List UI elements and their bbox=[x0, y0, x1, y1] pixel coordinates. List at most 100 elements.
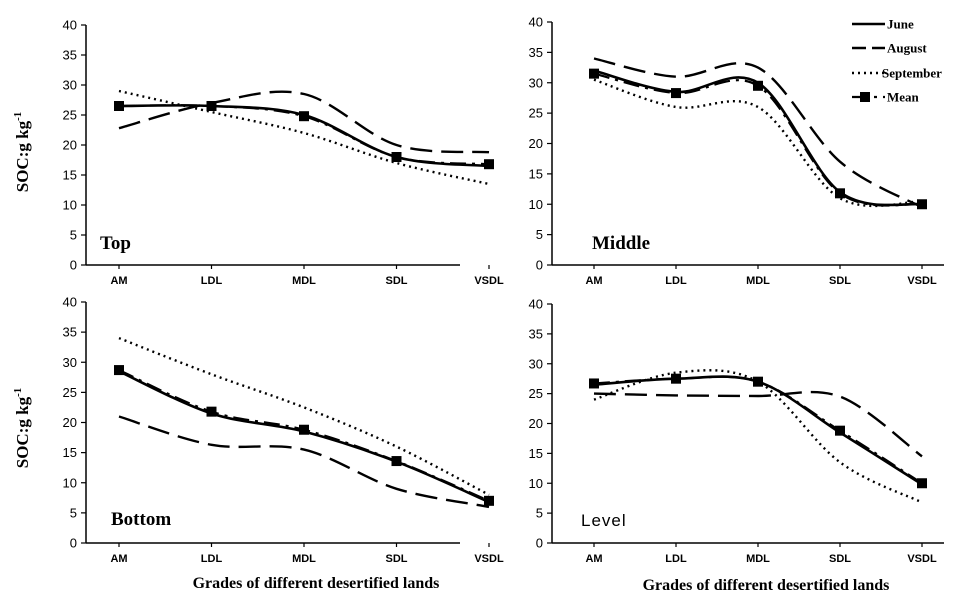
legend-item-mean: Mean bbox=[852, 90, 920, 105]
data-point-mean bbox=[299, 111, 309, 122]
y-tick-label: 0 bbox=[70, 258, 77, 273]
legend-item-september: September bbox=[852, 66, 942, 81]
x-axis-title-right: Grades of different desertified lands bbox=[643, 577, 890, 594]
x-tick-label: VSDL bbox=[474, 553, 504, 565]
x-tick-label: LDL bbox=[201, 553, 223, 565]
y-tick-label: 5 bbox=[70, 505, 77, 520]
series-line-september bbox=[118, 89, 490, 186]
y-tick-label: 40 bbox=[529, 297, 543, 312]
y-tick-label: 35 bbox=[529, 326, 543, 341]
legend-label: June bbox=[887, 17, 914, 32]
y-axis-label-bottom-row: SOC:g kg-1 bbox=[12, 388, 32, 469]
panel-bottom: 0 5 10 15 20 25 30 35 40 AM LDL MDL SDL VSDL Bottom bbox=[63, 295, 504, 566]
y-tick-label: 10 bbox=[63, 198, 77, 213]
panel-title: Top bbox=[100, 233, 131, 254]
data-point-mean bbox=[917, 478, 927, 489]
panel-title: Bottom bbox=[111, 509, 171, 530]
x-tick-label: SDL bbox=[386, 553, 408, 565]
data-point-mean bbox=[299, 424, 309, 435]
data-point-mean bbox=[114, 101, 124, 111]
series-line-august bbox=[593, 390, 923, 458]
data-point-mean bbox=[391, 456, 402, 467]
y-tick-label: 40 bbox=[529, 15, 543, 30]
y-tick-label: 25 bbox=[63, 385, 77, 400]
y-tick-label: 35 bbox=[529, 45, 543, 60]
x-tick-label: MDL bbox=[746, 553, 770, 565]
panel-title: Middle bbox=[592, 233, 650, 254]
data-point-mean bbox=[835, 188, 845, 199]
data-point-mean bbox=[589, 378, 599, 389]
series-line-june bbox=[118, 370, 490, 504]
panel-title: Level bbox=[581, 511, 627, 530]
y-tick-label: 15 bbox=[63, 445, 77, 460]
x-tick-label: AM bbox=[585, 275, 602, 287]
data-point-mean bbox=[484, 495, 494, 506]
series-line-september bbox=[593, 78, 923, 208]
data-point-mean bbox=[753, 376, 763, 387]
series-line-september bbox=[593, 369, 923, 504]
series-line-mean bbox=[118, 369, 490, 502]
y-tick-label: 40 bbox=[63, 295, 77, 310]
y-tick-label: 35 bbox=[63, 48, 77, 63]
panel-level: 0 5 10 15 20 25 30 35 40 AM LDL MDL SDL VSDL Level bbox=[529, 297, 944, 565]
y-tick-label: 5 bbox=[536, 506, 543, 521]
x-tick-label: MDL bbox=[292, 553, 316, 565]
y-tick-label: 0 bbox=[70, 536, 77, 551]
y-tick-label: 0 bbox=[536, 258, 543, 273]
y-tick-label: 30 bbox=[63, 78, 77, 93]
x-tick-label: AM bbox=[110, 553, 127, 565]
x-tick-label: SDL bbox=[829, 275, 851, 287]
y-tick-label: 15 bbox=[529, 446, 543, 461]
legend-item-august: August bbox=[852, 41, 927, 56]
y-tick-label: 25 bbox=[63, 108, 77, 123]
data-point-mean bbox=[835, 425, 845, 436]
data-point-mean bbox=[753, 80, 763, 91]
x-tick-label: VSDL bbox=[474, 275, 504, 287]
series-line-august bbox=[118, 90, 490, 154]
series-line-mean bbox=[593, 375, 923, 485]
y-tick-label: 15 bbox=[63, 168, 77, 183]
y-tick-label: 40 bbox=[63, 18, 77, 33]
y-tick-label: 30 bbox=[529, 75, 543, 90]
y-tick-label: 30 bbox=[529, 356, 543, 371]
x-tick-label: MDL bbox=[292, 275, 316, 287]
x-tick-label: MDL bbox=[746, 275, 770, 287]
y-axis-label-top-row: SOC:g kg-1 bbox=[12, 112, 32, 193]
panel-top: 0 5 10 15 20 25 30 35 40 AM LDL MDL SDL VSDL Top bbox=[63, 18, 504, 288]
y-tick-label: 0 bbox=[536, 536, 543, 551]
data-point-mean bbox=[206, 406, 217, 417]
legend-label: Mean bbox=[887, 90, 920, 105]
y-tick-label: 10 bbox=[529, 197, 543, 212]
legend-marker bbox=[860, 92, 870, 102]
y-tick-label: 25 bbox=[529, 106, 543, 121]
y-tick-label: 5 bbox=[70, 228, 77, 243]
series-line-august bbox=[118, 415, 490, 509]
data-point-mean bbox=[391, 152, 402, 162]
x-tick-label: AM bbox=[110, 275, 127, 287]
data-point-mean bbox=[671, 373, 681, 384]
series-line-mean bbox=[118, 104, 490, 166]
y-tick-label: 10 bbox=[529, 476, 543, 491]
y-tick-label: 20 bbox=[63, 415, 77, 430]
panel-middle: 0 5 10 15 20 25 30 35 40 AM LDL MDL SDL VSDL Middle bbox=[529, 15, 944, 287]
data-point-mean bbox=[484, 159, 494, 170]
series-line-june bbox=[593, 375, 923, 486]
legend-label: August bbox=[887, 41, 927, 56]
legend: June August September Mean bbox=[852, 17, 942, 105]
data-point-mean bbox=[114, 365, 124, 376]
series-line-september bbox=[118, 336, 490, 496]
data-point-mean bbox=[206, 101, 217, 111]
data-point-mean bbox=[671, 88, 681, 99]
x-tick-label: SDL bbox=[829, 553, 851, 565]
x-tick-label: LDL bbox=[201, 275, 223, 287]
y-tick-label: 30 bbox=[63, 355, 77, 370]
y-tick-label: 25 bbox=[529, 386, 543, 401]
data-point-mean bbox=[917, 199, 927, 210]
series-line-august bbox=[593, 57, 923, 209]
legend-label: September bbox=[882, 66, 942, 81]
x-tick-label: AM bbox=[585, 553, 602, 565]
y-tick-label: 20 bbox=[529, 416, 543, 431]
y-tick-label: 20 bbox=[63, 138, 77, 153]
